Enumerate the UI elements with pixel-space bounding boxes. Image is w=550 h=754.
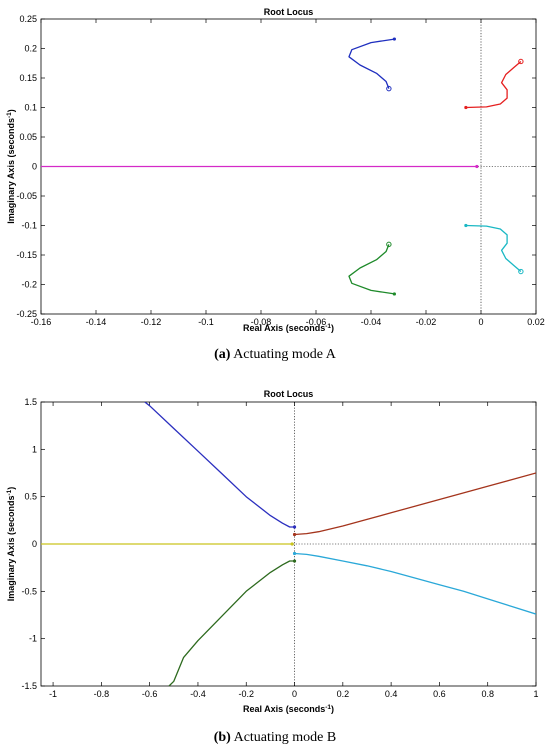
- x-axis-label-text: Real Axis (seconds: [243, 323, 325, 333]
- x-tick-label: -0.08: [251, 317, 272, 327]
- x-tick-label: 1: [533, 689, 538, 699]
- y-tick-label: 0.15: [19, 73, 37, 83]
- locus-branch-2: [294, 472, 536, 536]
- y-tick-label: 0: [32, 162, 37, 172]
- zero-marker: [386, 241, 392, 248]
- y-axis-label: Imaginary Axis (seconds-1): [6, 487, 16, 602]
- locus-branch-5: [348, 244, 395, 295]
- y-axis-label-text: Imaginary Axis (seconds: [6, 118, 16, 224]
- x-axis-label: Real Axis (seconds-1): [243, 323, 334, 333]
- x-tick-label: -0.8: [94, 689, 110, 699]
- y-tick-label: 0.2: [24, 44, 37, 54]
- x-tick-label: -0.04: [361, 317, 382, 327]
- caption-prefix: (b): [214, 730, 231, 745]
- pole-marker: [392, 292, 396, 296]
- x-axis-label-exponent: -1: [325, 323, 331, 330]
- panel-b: -1 -0.8 -0.6 -0.4 -0.2 0 0.2 0.4 0.6 0.8 1 1.5 1 0.5 0…: [6, 389, 539, 745]
- y-tick-label: 1.5: [24, 397, 37, 407]
- x-tick-label: -0.02: [416, 317, 437, 327]
- zero-marker: [518, 268, 524, 275]
- x-axis-label-exponent: -1: [325, 704, 331, 711]
- y-tick-label: 0.25: [19, 14, 37, 24]
- y-tick-label: 0.1: [24, 103, 37, 113]
- caption-prefix: (a): [214, 347, 231, 362]
- y-tick-label: -0.05: [16, 191, 37, 201]
- y-axis-label-close: ): [6, 109, 16, 112]
- y-tick-label: 1: [32, 444, 37, 454]
- x-tick-label: -0.1: [198, 317, 214, 327]
- locus-branch-5: [168, 560, 295, 686]
- pole-marker: [292, 532, 297, 537]
- pole-marker: [290, 542, 294, 546]
- x-tick-label: -0.6: [142, 689, 158, 699]
- y-tick-label: 0.5: [24, 492, 37, 502]
- y-axis-label-exponent: -1: [6, 112, 13, 118]
- pole-marker: [464, 223, 468, 228]
- y-tick-label: -0.15: [16, 250, 37, 260]
- x-tick-label: -0.2: [238, 689, 254, 699]
- y-axis-label-text: Imaginary Axis (seconds: [6, 496, 16, 602]
- caption-text: Actuating mode B: [231, 730, 336, 745]
- x-tick-label: 0.8: [481, 689, 494, 699]
- locus-branch-1: [348, 38, 395, 89]
- figure-caption: (a) Actuating mode A: [214, 347, 337, 362]
- pole-marker: [475, 164, 479, 169]
- y-tick-label: -0.5: [21, 586, 37, 596]
- locus-branch-4: [465, 224, 522, 272]
- x-axis-label-text: Real Axis (seconds: [243, 704, 325, 714]
- x-tick-label: -0.12: [141, 317, 162, 327]
- y-tick-label: -0.2: [21, 280, 37, 290]
- x-axis-label-close: ): [331, 323, 334, 333]
- x-tick-label: -0.16: [31, 317, 52, 327]
- caption-text: Actuating mode A: [230, 347, 336, 362]
- x-tick-label: -0.06: [306, 317, 327, 327]
- x-axis-label-close: ): [331, 704, 334, 714]
- pole-marker: [392, 37, 396, 41]
- chart-title: Root Locus: [264, 389, 314, 399]
- pole-marker: [292, 559, 297, 563]
- y-tick-label: -0.25: [16, 309, 37, 319]
- y-tick-label: 0.05: [19, 132, 37, 142]
- y-axis-label-close: ): [6, 487, 16, 490]
- zero-marker: [386, 85, 392, 92]
- pole-marker: [292, 525, 297, 529]
- x-tick-label: 0: [478, 317, 483, 327]
- x-tick-label: -0.14: [86, 317, 107, 327]
- x-tick-label: 0.6: [433, 689, 446, 699]
- y-tick-label: -1: [29, 634, 37, 644]
- locus-branch-1: [144, 402, 295, 528]
- pole-marker: [464, 105, 468, 110]
- x-axis-label: Real Axis (seconds-1): [243, 704, 334, 714]
- y-tick-label: -0.1: [21, 221, 37, 231]
- y-tick-label: 0: [32, 539, 37, 549]
- locus-branch-2: [465, 61, 522, 109]
- x-tick-label: -1: [49, 689, 57, 699]
- x-tick-label: 0.4: [385, 689, 398, 699]
- panel-a: -0.16 -0.14 -0.12 -0.1 -0.08 -0.06 -0.04 -0.02 0…: [6, 7, 545, 362]
- y-axis-label: Imaginary Axis (seconds-1): [6, 109, 16, 224]
- x-tick-label: 0: [292, 689, 297, 699]
- x-tick-label: 0.02: [527, 317, 545, 327]
- x-tick-label: 0.2: [337, 689, 350, 699]
- y-tick-label: -1.5: [21, 681, 37, 691]
- y-axis-label-exponent: -1: [6, 489, 13, 495]
- chart-title: Root Locus: [264, 7, 314, 17]
- x-tick-label: -0.4: [190, 689, 206, 699]
- locus-branch-4: [294, 552, 536, 615]
- pole-marker: [292, 551, 297, 556]
- zero-marker: [518, 58, 524, 65]
- figure-caption: (b) Actuating mode B: [214, 730, 337, 745]
